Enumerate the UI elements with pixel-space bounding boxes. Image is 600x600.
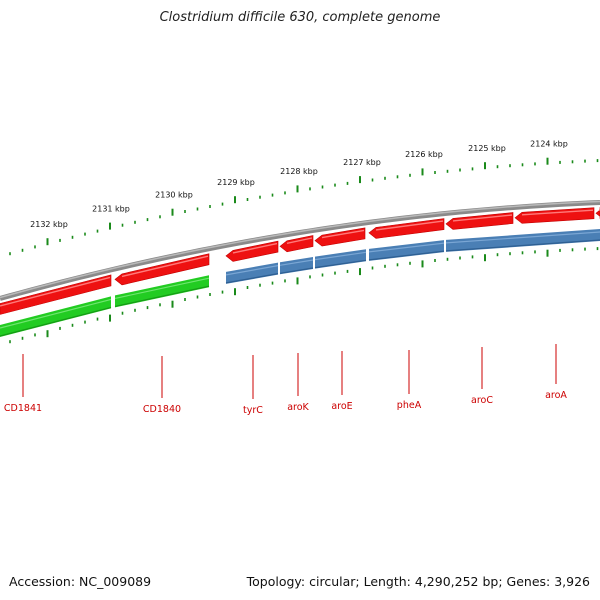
gene-arrow-highlight [452,214,513,222]
cds-highlight [445,231,600,244]
cds-shadow [0,306,112,337]
cds-track [0,229,600,337]
upper-scale-ticks [9,157,599,256]
scale-label: 2126 kbp [405,150,443,159]
cds-shadow [314,259,367,269]
cds-shadow [225,273,279,284]
backbone-line [0,200,600,301]
cds-shadow [279,267,314,274]
gene-arrow-track [0,207,600,315]
scale-label: 2125 kbp [468,144,506,153]
gene-arrow-highlight [121,255,209,278]
gene-label-aroa: aroA [545,390,567,401]
scale-label: 2131 kbp [92,204,130,213]
scale-label: 2124 kbp [530,140,568,149]
gene-arrow [279,235,314,253]
scale-label: 2132 kbp [30,220,68,229]
cds-highlight [0,298,112,329]
gene-arrow-highlight [286,237,313,244]
cds-shadow [114,285,210,307]
cds-highlight [225,265,279,276]
gene-label-arok: aroK [287,402,309,413]
lower-scale-ticks [9,247,599,344]
backbone-highlight [0,200,600,299]
cds-block [446,229,600,252]
cds-shadow [368,250,445,261]
gene-arrow-highlight [232,242,278,254]
scale-label: 2129 kbp [217,178,255,187]
accession-label: Accession: NC_009089 [9,574,152,589]
gene-arrow [595,207,600,219]
gene-label-cd1840: CD1840 [143,404,181,415]
cds-highlight [279,259,314,266]
gene-label-tyrc: tyrC [243,405,263,416]
scale-label: 2127 kbp [343,158,381,167]
gene-label-cd1841: CD1841 [4,403,42,414]
genome-backbone [0,200,600,301]
cds-highlight [368,242,445,253]
gene-labels: CD1841 CD1840 tyrC aroK aroE pheA aroC aroA [4,344,567,416]
scale-label: 2130 kbp [155,190,193,199]
genome-title: Clostridium difficile 630, complete geno… [159,10,441,25]
scale-labels: 2132 kbp 2131 kbp 2130 kbp 2129 kbp 2128 kbp… [30,140,568,229]
gene-label-aroc: aroC [471,395,493,406]
gene-arrow-highlight [521,209,594,216]
gene-arrow-highlight [321,229,365,239]
gene-arrow [514,207,595,224]
cds-block [280,257,313,275]
gene-label-phea: pheA [397,400,422,411]
gene-arrow-highlight [375,220,444,231]
cds-shadow [445,239,600,252]
gene-label-aroe: aroE [331,401,352,412]
cds-highlight [314,251,367,261]
gene-arrow-highlight [0,276,111,307]
scale-label: 2128 kbp [280,167,318,176]
cds-highlight [114,277,210,299]
genome-stats-label: Topology: circular; Length: 4,290,252 bp… [246,574,590,589]
